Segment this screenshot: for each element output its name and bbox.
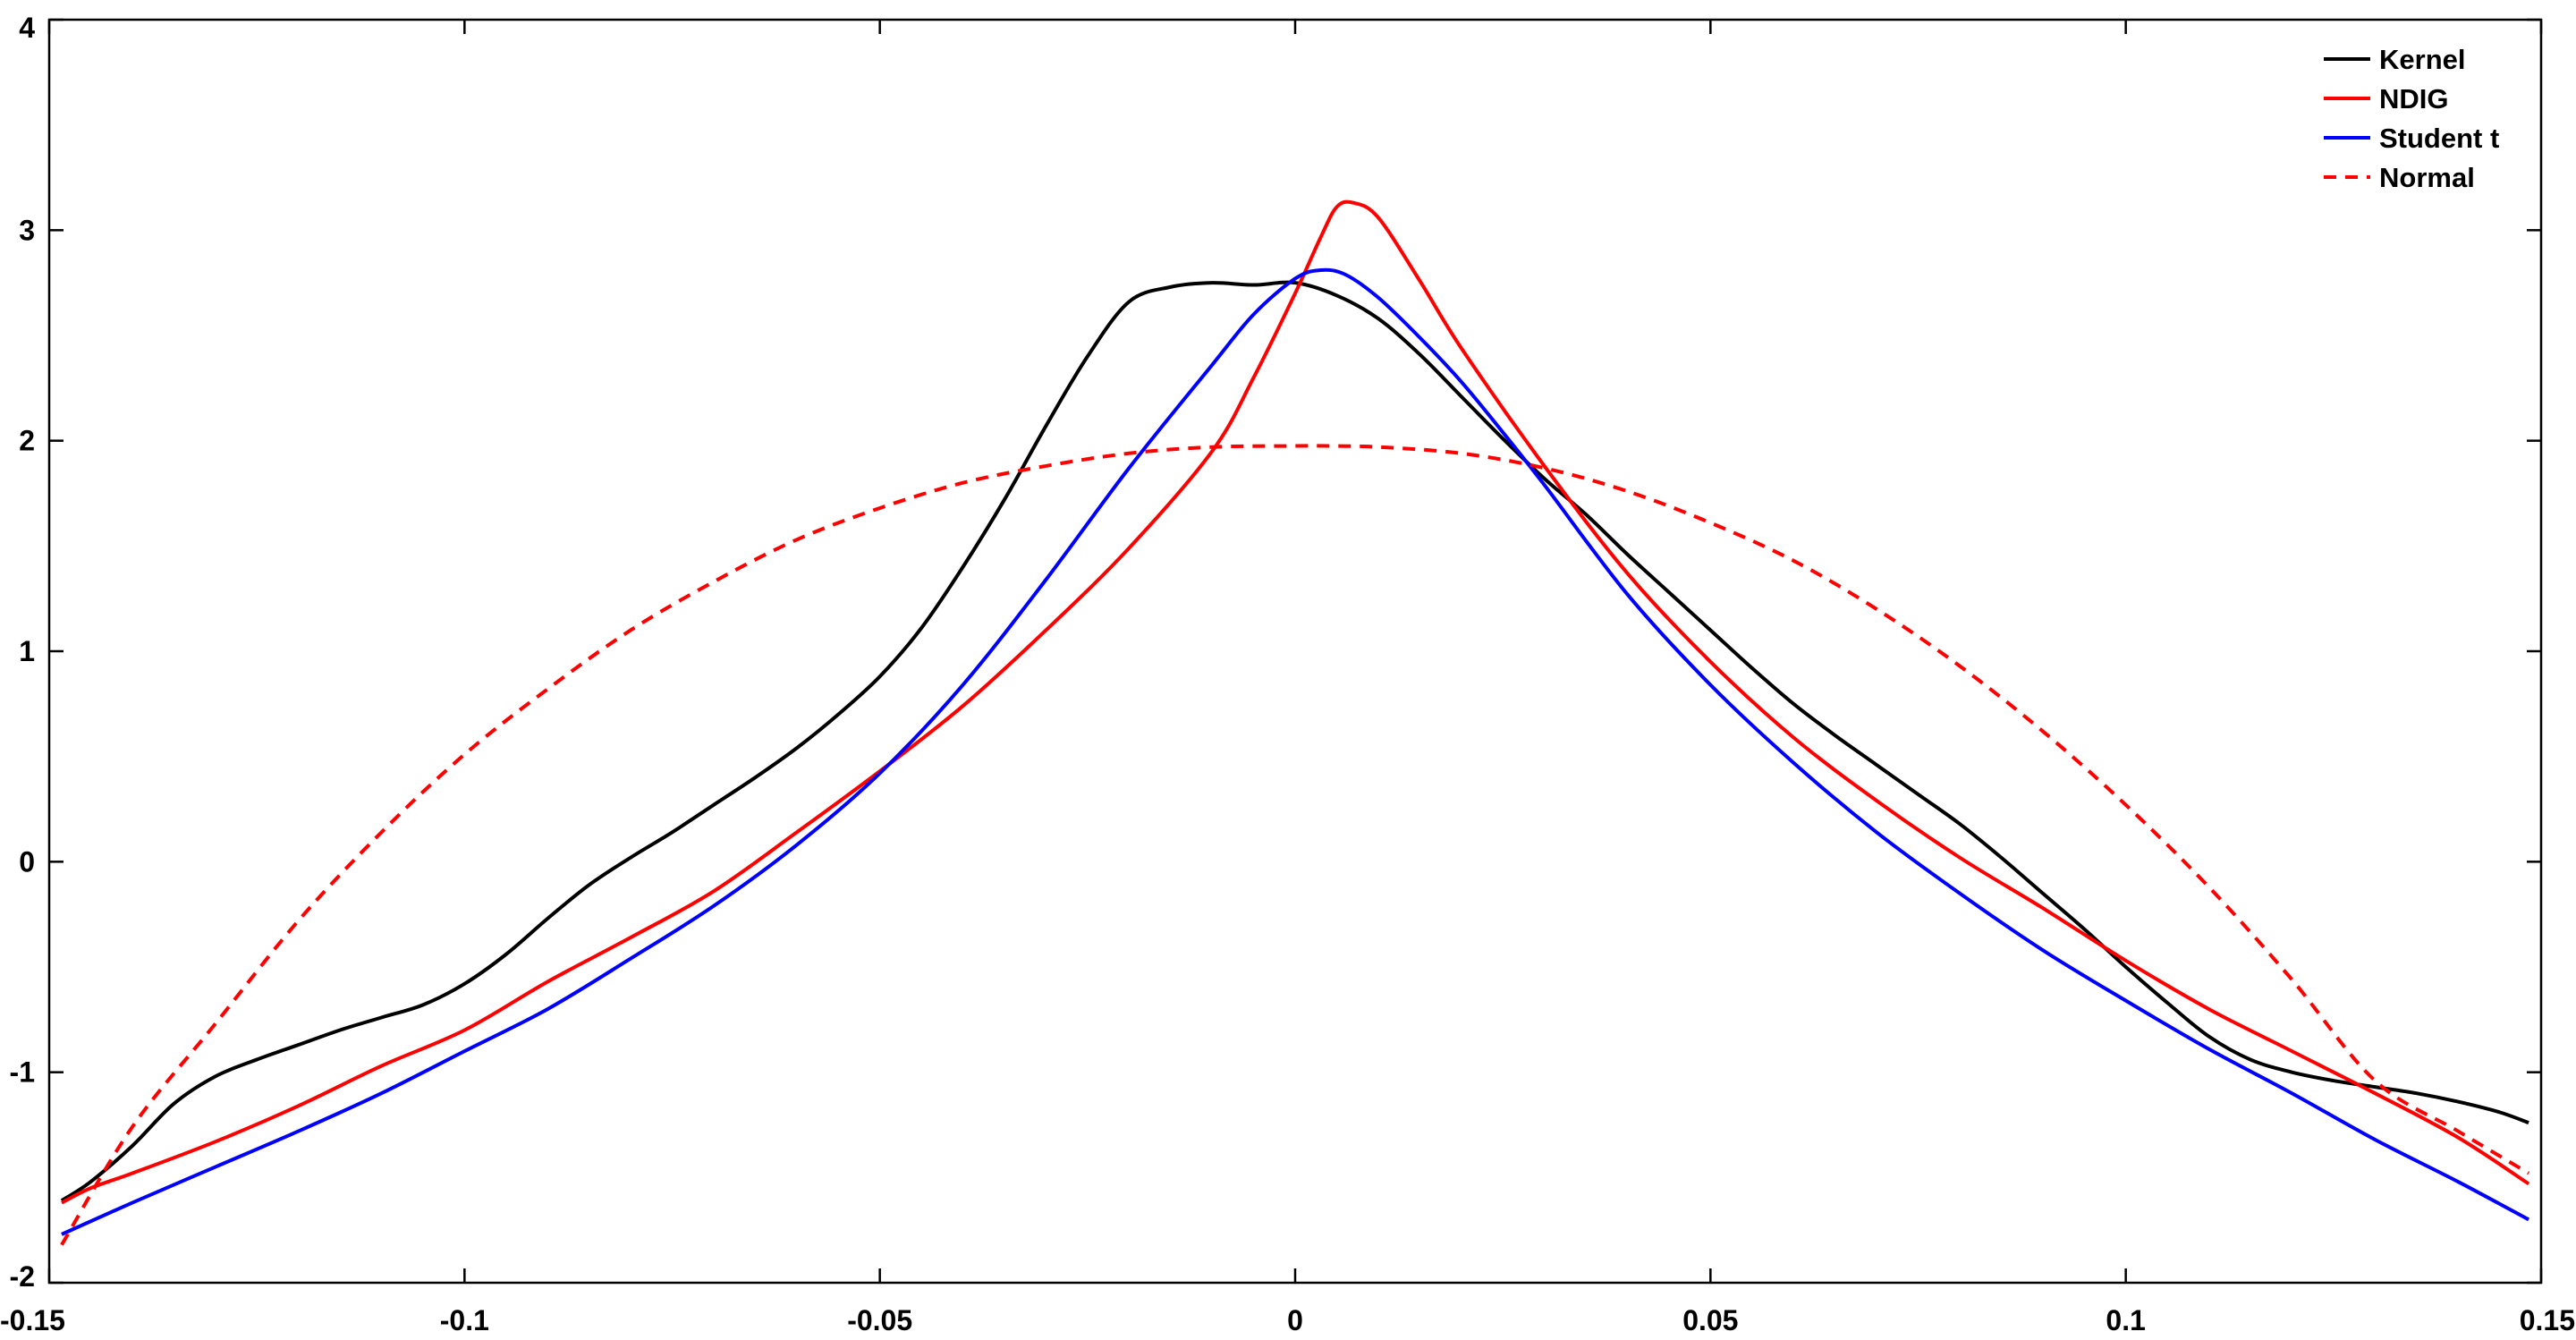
plot-frame xyxy=(47,18,2543,1285)
legend: Kernel NDIG Student t Normal xyxy=(2324,44,2499,193)
legend-label: Normal xyxy=(2379,162,2475,193)
y-tick-label: 3 xyxy=(19,214,35,246)
x-tick-label: -0.1 xyxy=(440,1304,489,1336)
y-tick-label: 2 xyxy=(19,425,35,457)
series-line-student-t xyxy=(61,267,2530,1236)
plot-background xyxy=(49,20,2541,1283)
y-tick-label: 4 xyxy=(19,12,35,44)
y-tick-label: 1 xyxy=(19,635,35,667)
legend-label: Student t xyxy=(2379,123,2499,154)
x-tick-label: 0.15 xyxy=(2520,1304,2575,1336)
legend-label: NDIG xyxy=(2379,83,2449,114)
x-tick-label: 0 xyxy=(1287,1304,1303,1336)
y-tick-label: 0 xyxy=(19,845,35,878)
axis-tick-labels: -0.15 -0.1 -0.05 0 0.05 0.1 0.15 -2 -1 0 1 2 3 4 xyxy=(0,12,2575,1336)
series-line-kernel xyxy=(60,280,2529,1202)
legend-label: Kernel xyxy=(2379,44,2465,75)
data-series xyxy=(60,199,2530,1246)
x-tick-label: 0.1 xyxy=(2106,1304,2145,1336)
y-tick-label: -1 xyxy=(10,1056,35,1089)
series-line-ndig xyxy=(61,199,2530,1205)
x-tick-label: -0.15 xyxy=(0,1304,65,1336)
x-tick-label: 0.05 xyxy=(1682,1304,1738,1336)
x-tick-label: -0.05 xyxy=(847,1304,912,1336)
series-line-normal xyxy=(60,444,2530,1246)
y-tick-label: -2 xyxy=(10,1260,35,1293)
